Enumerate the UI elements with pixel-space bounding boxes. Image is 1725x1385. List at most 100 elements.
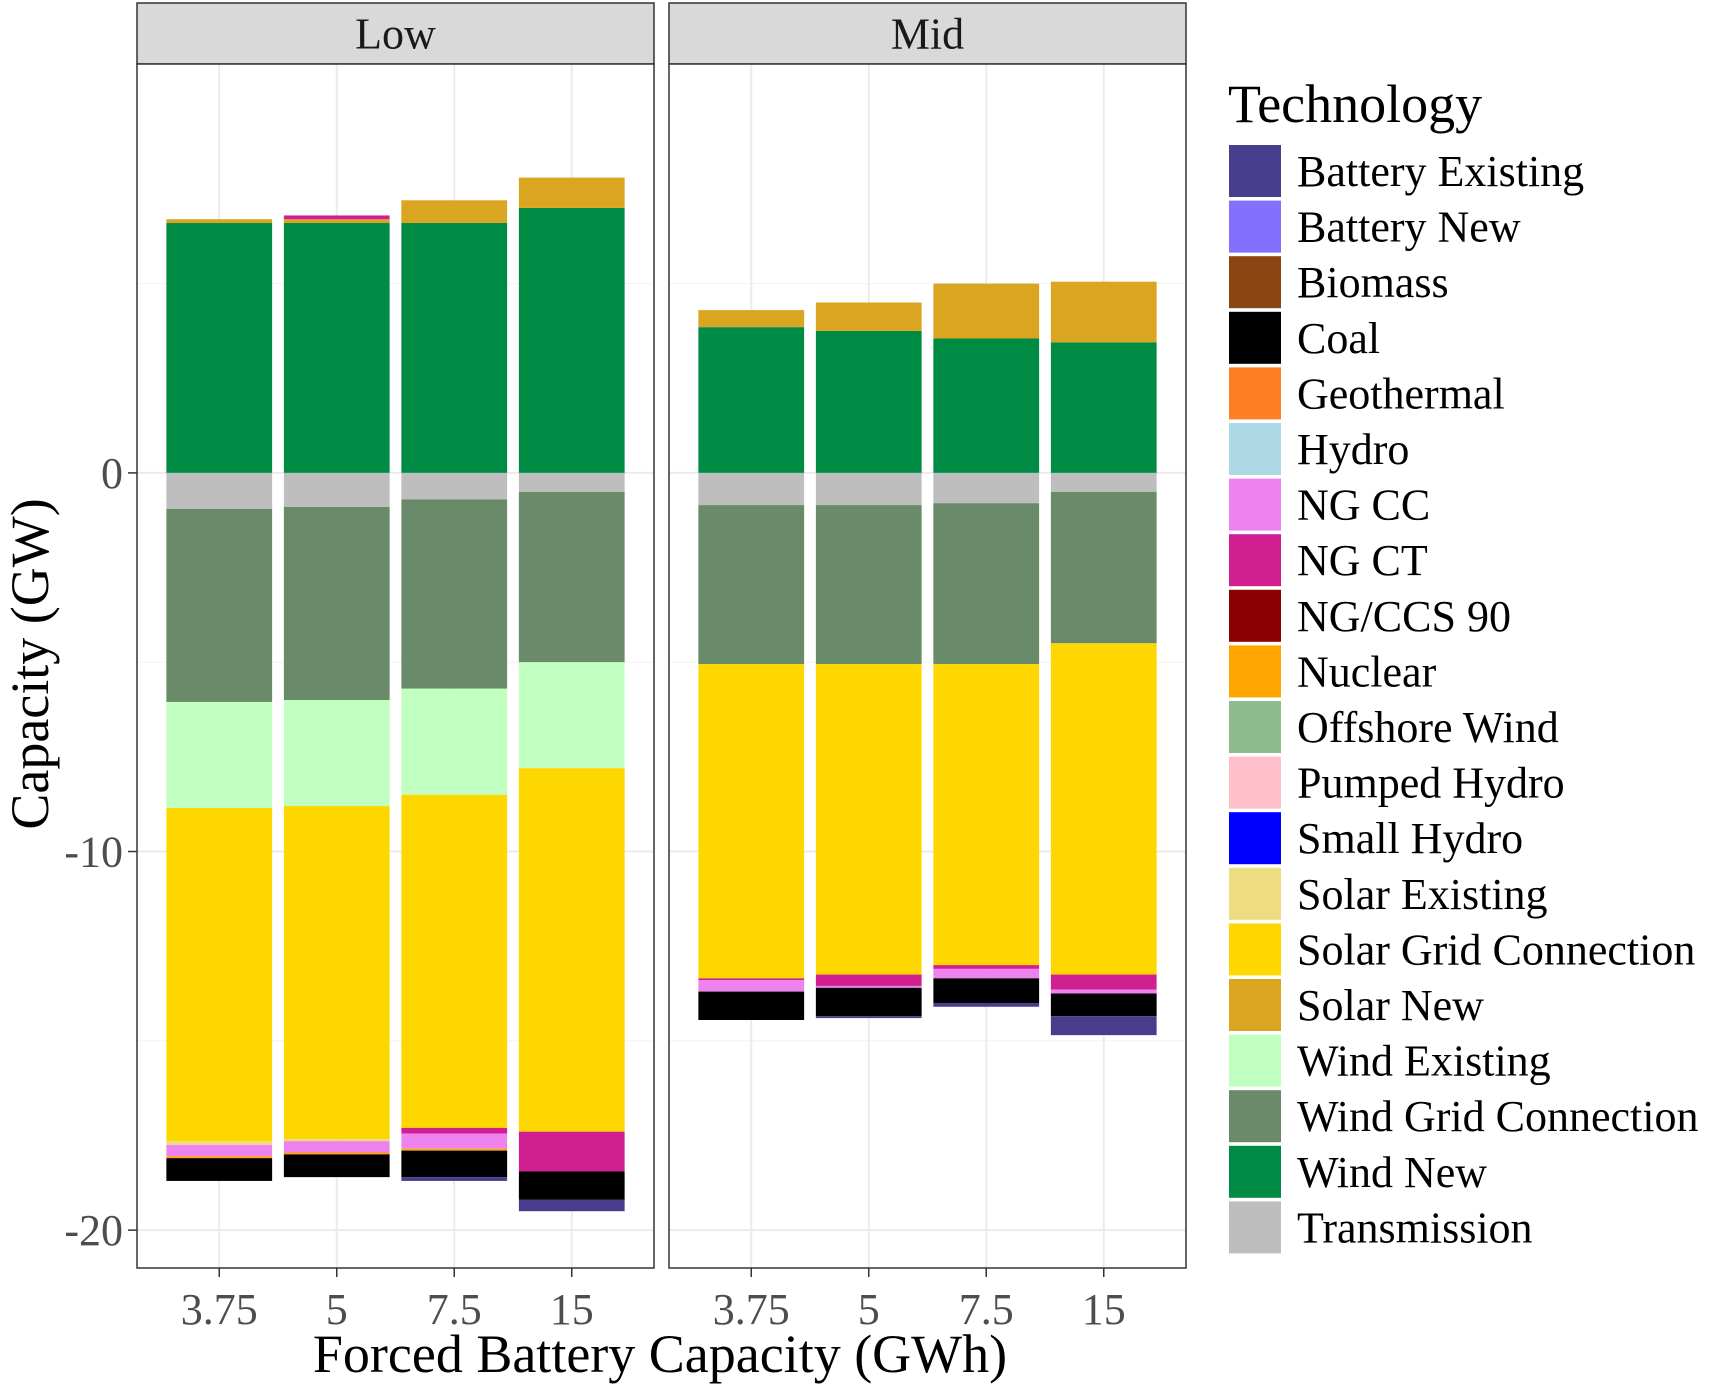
bar-segment-ng-cc bbox=[1050, 989, 1157, 994]
x-tick-label: 5 bbox=[326, 1285, 348, 1334]
bar-segment-ng-cc bbox=[698, 980, 805, 992]
bar-segment-solar-existing bbox=[283, 1139, 390, 1142]
bar-segment-wind-existing bbox=[283, 700, 390, 807]
x-axis-title: Forced Battery Capacity (GWh) bbox=[313, 1324, 1007, 1384]
legend-label: Geothermal bbox=[1297, 369, 1505, 418]
bar-segment-solar-grid-connection bbox=[283, 806, 390, 1140]
bar-segment-coal bbox=[166, 1158, 273, 1181]
legend-key bbox=[1229, 923, 1281, 976]
legend-item-offshore-wind: Offshore Wind bbox=[1229, 701, 1559, 753]
bar-segment-coal bbox=[933, 978, 1040, 1003]
bar-segment-ng-ct bbox=[401, 1127, 508, 1134]
y-tick-label: -20 bbox=[64, 1206, 123, 1255]
legend-label: Battery New bbox=[1297, 203, 1521, 252]
legend-item-biomass: Biomass bbox=[1229, 256, 1449, 309]
bar-segment-wind-new bbox=[698, 327, 805, 473]
legend-key bbox=[1229, 423, 1281, 475]
bar-segment-transmission bbox=[1050, 472, 1157, 492]
bar-segment-battery-existing bbox=[1050, 1016, 1157, 1036]
facet-strip bbox=[136, 2, 655, 65]
bar-segment-wind-grid-connection bbox=[283, 506, 390, 701]
legend-key bbox=[1229, 311, 1281, 364]
bar-segment-wind-new bbox=[283, 223, 390, 473]
legend-key bbox=[1229, 812, 1281, 865]
legend-item-geothermal: Geothermal bbox=[1229, 367, 1505, 420]
x-tick-label: 5 bbox=[858, 1285, 880, 1334]
legend-label: NG CT bbox=[1297, 536, 1428, 585]
bar-segment-solar-new bbox=[1050, 281, 1157, 343]
legend-title: Technology bbox=[1228, 74, 1482, 134]
y-tick-label: 0 bbox=[101, 449, 123, 498]
legend-key bbox=[1229, 145, 1281, 197]
legend-label: Coal bbox=[1297, 314, 1380, 363]
bar-segment-wind-grid-connection bbox=[401, 499, 508, 689]
bar-segment-transmission bbox=[283, 472, 390, 507]
bar-segment-battery-existing bbox=[401, 1177, 508, 1181]
bar-segment-transmission bbox=[518, 472, 625, 492]
legend-label: Biomass bbox=[1297, 258, 1449, 307]
bar-segment-ng-ct bbox=[815, 974, 922, 986]
facet-strip-label: Mid bbox=[891, 10, 964, 59]
bar-segment-ng-cc bbox=[933, 968, 1040, 979]
bar-segment-solar-grid-connection bbox=[401, 794, 508, 1128]
facet-strip-label: Low bbox=[355, 10, 436, 59]
bar-segment-battery-existing bbox=[933, 1002, 1040, 1007]
bar-segment-solar-new bbox=[698, 310, 805, 328]
facet-strip bbox=[668, 2, 1187, 65]
legend-item-small-hydro: Small Hydro bbox=[1229, 812, 1523, 865]
bar-mid-5 bbox=[815, 302, 922, 1019]
bar-segment-nuclear bbox=[166, 1156, 273, 1159]
legend-item-coal: Coal bbox=[1229, 311, 1380, 364]
legend-item-wind-grid-connection: Wind Grid Connection bbox=[1229, 1090, 1699, 1143]
legend-label: Hydro bbox=[1297, 425, 1409, 474]
bar-segment-coal bbox=[1050, 993, 1157, 1017]
bar-segment-solar-grid-connection bbox=[1050, 643, 1157, 975]
bar-segment-wind-existing bbox=[401, 688, 508, 795]
x-tick-label: 7.5 bbox=[427, 1285, 482, 1334]
bar-segment-wind-new bbox=[1050, 342, 1157, 473]
bar-segment-wind-new bbox=[401, 223, 508, 473]
x-tick-label: 3.75 bbox=[713, 1285, 790, 1334]
bar-segment-solar-grid-connection bbox=[166, 807, 273, 1142]
bar-segment-solar-grid-connection bbox=[933, 664, 1040, 966]
bar-low-5 bbox=[283, 215, 390, 1178]
legend-label: NG/CCS 90 bbox=[1297, 592, 1511, 641]
bar-segment-solar-new bbox=[933, 283, 1040, 339]
bar-segment-battery-existing bbox=[815, 1016, 922, 1019]
bar-segment-wind-grid-connection bbox=[1050, 491, 1157, 644]
bar-segment-coal bbox=[401, 1150, 508, 1178]
bar-segment-coal bbox=[815, 987, 922, 1017]
legend-key bbox=[1229, 701, 1281, 753]
legend-key bbox=[1229, 256, 1281, 309]
legend-label: Offshore Wind bbox=[1297, 703, 1559, 752]
bar-mid-15 bbox=[1050, 281, 1157, 1036]
bar-segment-wind-new bbox=[518, 207, 625, 473]
legend-label: Wind Grid Connection bbox=[1297, 1092, 1699, 1141]
bar-segment-coal bbox=[518, 1171, 625, 1200]
bar-segment-wind-grid-connection bbox=[518, 491, 625, 663]
legend-label: NG CC bbox=[1297, 481, 1430, 530]
legend-item-pumped-hydro: Pumped Hydro bbox=[1229, 756, 1565, 809]
legend-item-wind-existing: Wind Existing bbox=[1229, 1034, 1551, 1087]
legend-key bbox=[1229, 1090, 1281, 1143]
bar-mid-3-75 bbox=[698, 310, 805, 1021]
legend-key bbox=[1229, 1201, 1281, 1254]
x-tick-label: 7.5 bbox=[959, 1285, 1014, 1334]
bar-segment-transmission bbox=[698, 472, 805, 506]
legend-key bbox=[1229, 367, 1281, 420]
bar-segment-wind-grid-connection bbox=[166, 508, 273, 702]
legend-item-ng-ct: NG CT bbox=[1229, 534, 1428, 587]
legend-key bbox=[1229, 200, 1281, 253]
bar-segment-solar-new bbox=[518, 177, 625, 208]
bar-segment-ng-cc bbox=[815, 985, 922, 988]
bar-segment-transmission bbox=[815, 472, 922, 506]
legend-key bbox=[1229, 867, 1281, 920]
legend-label: Solar Grid Connection bbox=[1297, 925, 1695, 974]
legend-label: Wind New bbox=[1297, 1148, 1487, 1197]
facet-panel-low: Low 3.75 5 7.5 15 bbox=[136, 2, 655, 1334]
x-tick-label: 3.75 bbox=[181, 1285, 258, 1334]
legend-key bbox=[1229, 756, 1281, 809]
legend-item-nuclear: Nuclear bbox=[1229, 645, 1437, 698]
bar-segment-ng-cc bbox=[166, 1144, 273, 1157]
